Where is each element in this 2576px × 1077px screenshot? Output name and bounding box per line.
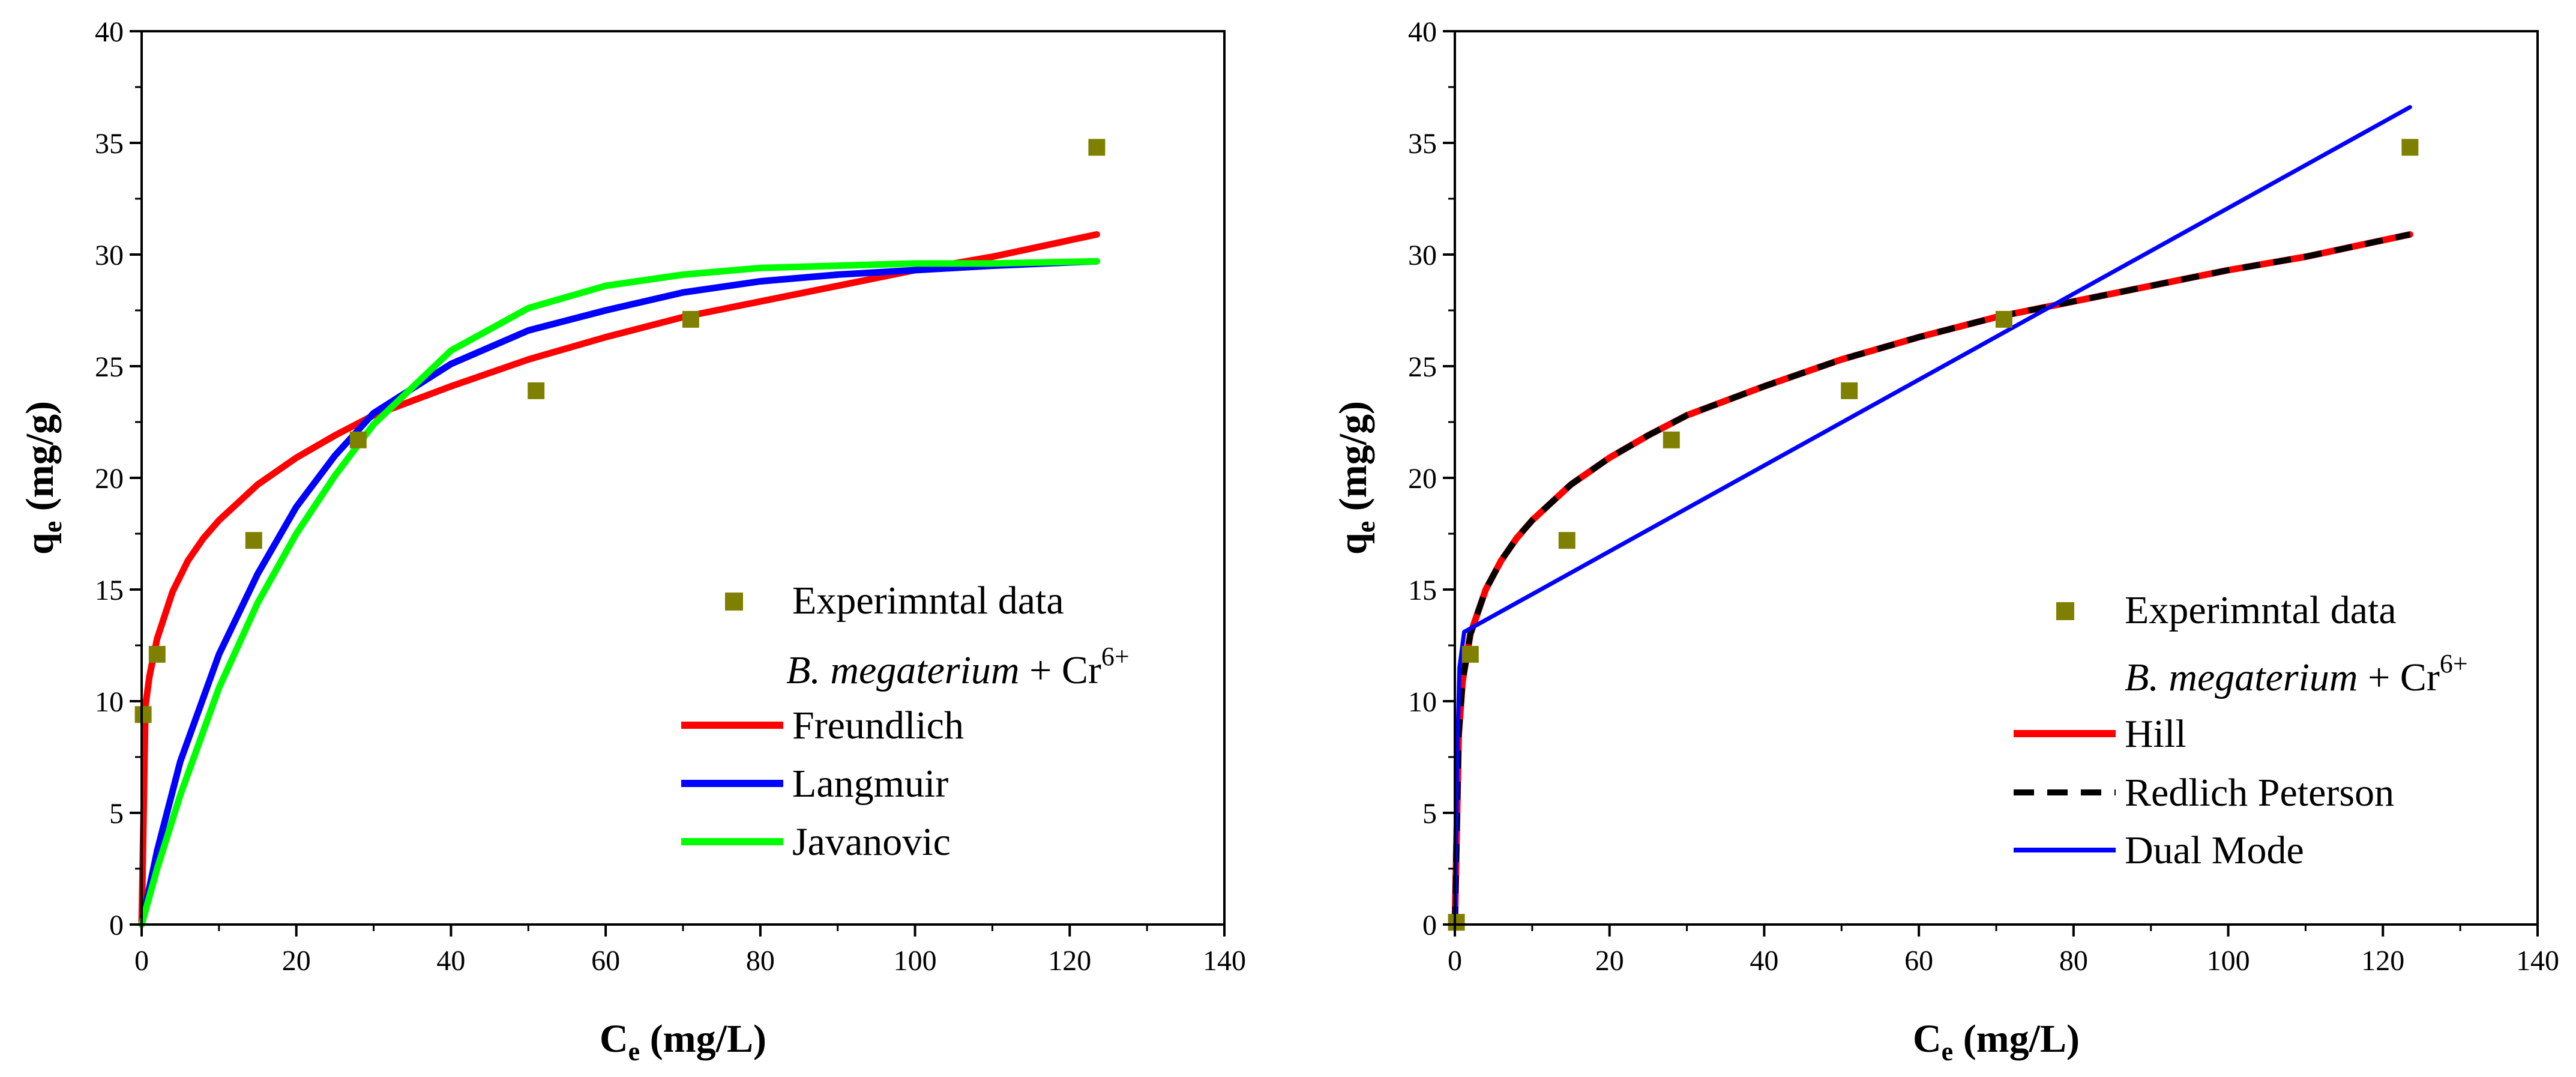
left-x-tick-label-120: 120	[1048, 945, 1091, 977]
left-experimental-point-4	[349, 431, 367, 448]
right-experimental-point-6	[1995, 310, 2012, 328]
left-y-axis-title: qe (mg/g)	[18, 401, 67, 555]
right-y-axis-title: qe (mg/g)	[1331, 401, 1380, 555]
left-y-tick-label-35: 35	[95, 128, 124, 160]
left-y-tick-label-0: 0	[109, 910, 124, 941]
right-experimental-point-7	[2401, 139, 2419, 156]
left-experimental-point-3	[245, 532, 262, 549]
left-chart: 0 20 40 60 80 100 120 140 0 5 10 15 20 25 30 35 40 Ce (m…	[18, 16, 1246, 1066]
right-legend-redlich-label: Redlich Peterson	[2125, 771, 2394, 815]
right-x-tick-label-20: 20	[1595, 945, 1624, 977]
left-freundlich-curve	[138, 231, 1100, 928]
left-x-tick-label-40: 40	[436, 945, 465, 977]
right-x-tick-label-60: 60	[1904, 945, 1933, 977]
right-plot-layer	[1448, 105, 2419, 931]
right-x-tick-label-120: 120	[2361, 945, 2404, 977]
left-experimental-point-7	[1088, 139, 1106, 156]
left-x-tick-label-0: 0	[134, 945, 149, 977]
left-ticks: 0 20 40 60 80 100 120 140 0 5 10 15 20 25 30 35 40	[95, 16, 1246, 977]
right-y-tick-label-40: 40	[1408, 16, 1437, 48]
right-hill-curve	[1451, 231, 2413, 928]
right-legend-experimental-marker	[2056, 602, 2074, 620]
right-y-tick-label-5: 5	[1422, 798, 1437, 830]
right-legend-experimental-label: Experimntal data	[2125, 588, 2397, 632]
left-y-tick-label-40: 40	[95, 16, 124, 48]
right-dual-mode-curve	[1452, 105, 2412, 927]
right-legend-dualmode-label: Dual Mode	[2125, 828, 2304, 872]
left-x-tick-label-20: 20	[282, 945, 311, 977]
left-legend-subtitle: B. megaterium + Cr6+	[786, 642, 1130, 692]
left-legend-langmuir-label: Langmuir	[792, 762, 948, 806]
right-legend: Experimntal data B. megaterium + Cr6+ Hi…	[2014, 588, 2468, 872]
left-x-tick-label-80: 80	[746, 945, 775, 977]
right-y-tick-label-30: 30	[1408, 240, 1437, 271]
right-y-tick-label-25: 25	[1408, 351, 1437, 383]
left-legend-freundlich-label: Freundlich	[792, 704, 964, 747]
left-experimental-point-6	[682, 310, 699, 328]
left-experimental-point-5	[528, 382, 545, 399]
left-langmuir-curve	[138, 258, 1100, 928]
left-legend-experimental-label: Experimntal data	[792, 579, 1064, 623]
right-y-tick-label-15: 15	[1408, 575, 1437, 606]
right-experimental-point-2	[1461, 645, 1479, 663]
right-x-tick-label-0: 0	[1448, 945, 1462, 977]
left-y-tick-label-25: 25	[95, 351, 124, 383]
right-ticks: 0 20 40 60 80 100 120 140 0 5 10 15 20 25 30 35 40	[1408, 16, 2559, 977]
left-legend: Experimntal data B. megaterium + Cr6+ Fr…	[681, 579, 1130, 864]
right-redlich-peterson-curve	[1452, 231, 2411, 925]
right-x-tick-label-140: 140	[2516, 945, 2559, 977]
left-x-tick-label-140: 140	[1203, 945, 1246, 977]
right-x-tick-label-80: 80	[2059, 945, 2088, 977]
right-y-tick-label-20: 20	[1408, 463, 1437, 495]
right-x-tick-label-40: 40	[1750, 945, 1778, 977]
left-javanovic-curve	[138, 258, 1100, 928]
left-legend-javanovic-label: Javanovic	[792, 820, 951, 864]
left-x-axis-title: Ce (mg/L)	[600, 1017, 766, 1066]
right-y-tick-label-0: 0	[1422, 910, 1437, 941]
left-legend-experimental-marker	[725, 593, 743, 611]
right-experimental-point-1	[1448, 914, 1465, 931]
right-chart: 0 20 40 60 80 100 120 140 0 5 10 15 20 25 30 35 40 Ce (m…	[1331, 16, 2559, 1066]
right-experimental-point-4	[1663, 431, 1680, 448]
right-x-axis-title: Ce (mg/L)	[1913, 1017, 2080, 1066]
left-plot-frame	[140, 30, 1226, 926]
right-experimental-point-3	[1558, 532, 1575, 549]
right-y-tick-label-10: 10	[1408, 686, 1437, 718]
left-y-tick-label-10: 10	[95, 686, 124, 718]
left-y-tick-label-20: 20	[95, 463, 124, 495]
left-y-tick-label-30: 30	[95, 240, 124, 271]
right-y-tick-label-35: 35	[1408, 128, 1437, 160]
left-y-tick-label-5: 5	[109, 798, 124, 830]
left-experimental-point-1	[134, 706, 152, 723]
left-plot-layer	[134, 139, 1106, 928]
right-x-tick-label-100: 100	[2207, 945, 2250, 977]
left-x-tick-label-60: 60	[591, 945, 620, 977]
right-legend-subtitle: B. megaterium + Cr6+	[2125, 649, 2468, 699]
right-experimental-point-5	[1841, 382, 1858, 399]
left-experimental-point-2	[148, 645, 166, 663]
left-x-tick-label-100: 100	[894, 945, 937, 977]
right-legend-hill-label: Hill	[2125, 712, 2186, 756]
left-y-tick-label-15: 15	[95, 575, 124, 606]
